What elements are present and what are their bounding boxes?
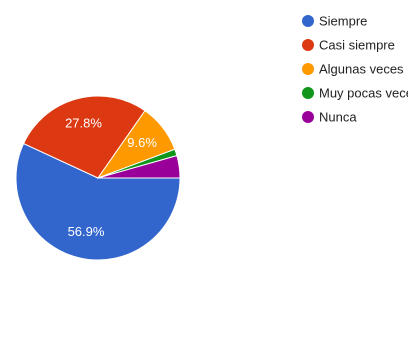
- pie-slice-siempre: [15, 142, 181, 261]
- legend-marker: [302, 87, 314, 99]
- legend-marker: [302, 111, 314, 123]
- legend-label: Siempre: [319, 13, 367, 28]
- pie-slices: [15, 95, 181, 261]
- legend-label: Nunca: [319, 109, 357, 124]
- pie-slice-casi-siempre: [22, 95, 146, 179]
- pie-slice-value-label: 56.9%: [68, 224, 105, 239]
- pie-slice-value-label: 27.8%: [65, 116, 102, 131]
- legend-marker: [302, 15, 314, 27]
- pie-slice-labels: 56.9% 27.8% 9.6%: [65, 116, 157, 239]
- legend-label: Muy pocas veces: [319, 85, 408, 100]
- legend-label: Casi siempre: [319, 37, 395, 52]
- legend-marker: [302, 63, 314, 75]
- legend: Siempre Casi siempre Algunas veces Muy poca…: [302, 13, 408, 124]
- pie-slice-value-label: 9.6%: [127, 135, 157, 150]
- legend-label: Algunas veces: [319, 61, 404, 76]
- pie-slice-nunca: [97, 155, 181, 179]
- legend-marker: [302, 39, 314, 51]
